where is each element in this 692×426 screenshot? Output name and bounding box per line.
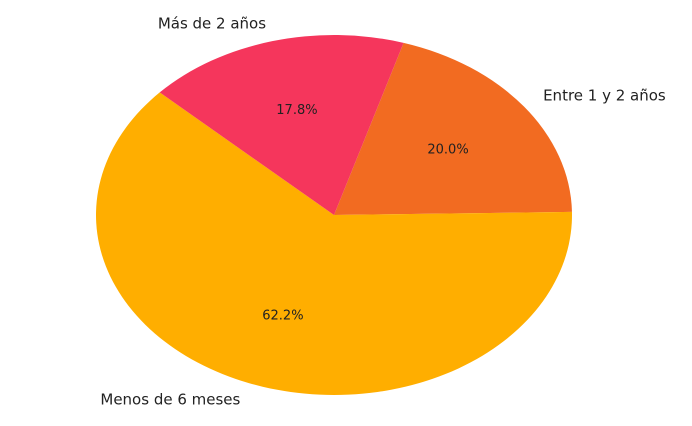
pie-slice-category-label: Entre 1 y 2 años [543, 86, 666, 104]
pie-slice-1 [334, 42, 572, 215]
pie-slice-percent-label: 20.0% [427, 143, 468, 158]
pie-slice-2 [96, 92, 572, 395]
pie-slice-3 [159, 34, 404, 216]
pie-slice-category-label: Más de 2 años [158, 14, 266, 32]
pie-slice-category-label: Menos de 6 meses [100, 390, 240, 408]
pie-slice-percent-label: 62.2% [262, 308, 303, 323]
pie-slice-percent-label: 17.8% [276, 103, 317, 118]
